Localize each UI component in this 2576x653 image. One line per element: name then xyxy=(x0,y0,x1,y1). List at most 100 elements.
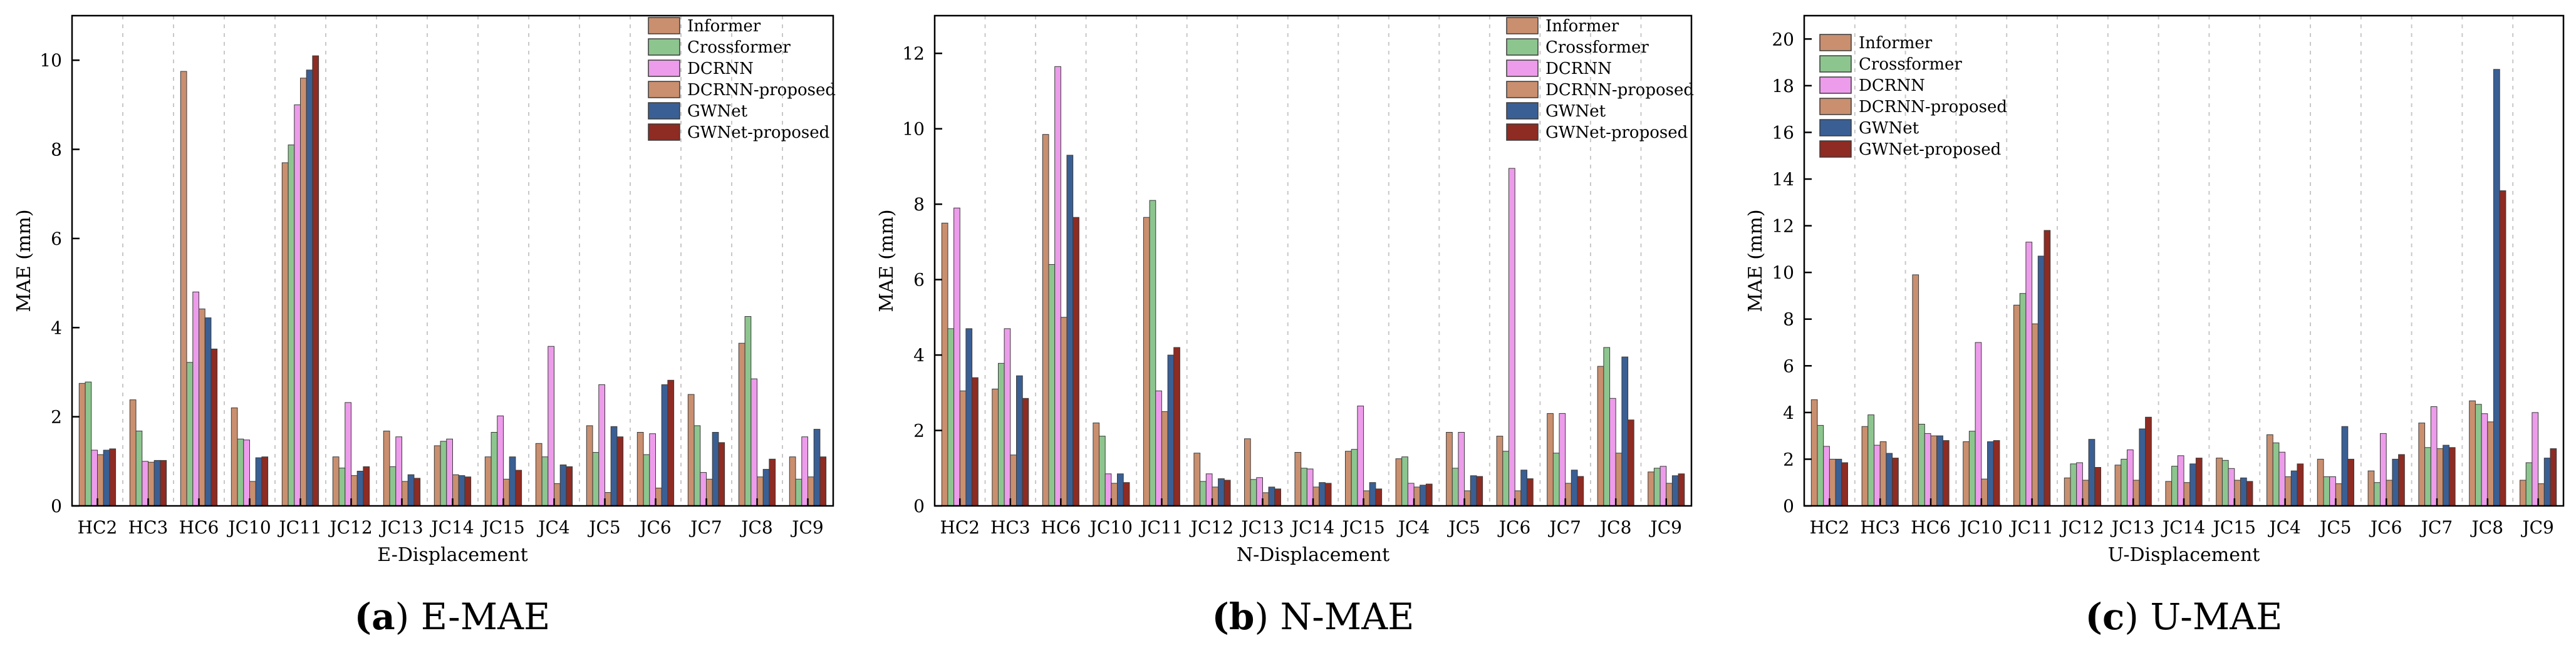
bar-dcrnn-jc12 xyxy=(2076,462,2083,506)
bar-informer-hc6 xyxy=(1042,134,1049,506)
bar-dcrnn-proposed-jc7 xyxy=(2436,448,2444,506)
bar-crossformer-jc4 xyxy=(541,456,549,506)
bar-informer-jc14 xyxy=(434,445,441,506)
bar-dcrnn-jc7 xyxy=(700,472,707,506)
x-tick-label: JC9 xyxy=(790,517,823,538)
x-tick-label: HC3 xyxy=(990,517,1031,538)
subfigure-caption: (b) N-MAE xyxy=(1212,595,1414,638)
bar-gwnet-jc11 xyxy=(2037,255,2045,506)
bar-dcrnn-jc15 xyxy=(2228,468,2235,506)
bar-gwnet-hc6 xyxy=(1066,155,1074,506)
bar-gwnet-proposed-jc12 xyxy=(1223,480,1231,506)
bar-gwnet-proposed-jc9 xyxy=(2550,448,2557,506)
bar-gwnet-proposed-jc15 xyxy=(2246,481,2253,506)
legend-swatch-dcrnn-proposed xyxy=(1506,81,1539,98)
legend-label-gwnet: GWNet xyxy=(1859,119,1919,138)
x-tick-label: JC7 xyxy=(688,517,722,538)
x-tick-label: HC3 xyxy=(128,517,169,538)
bar-crossformer-hc6 xyxy=(186,362,194,506)
bar-crossformer-jc7 xyxy=(2424,447,2431,506)
bar-dcrnn-proposed-jc11 xyxy=(1161,411,1168,506)
bar-dcrnn-jc4 xyxy=(1407,483,1415,506)
bar-gwnet-proposed-jc13 xyxy=(413,478,421,506)
bar-dcrnn-proposed-hc2 xyxy=(1829,458,1836,506)
bar-gwnet-hc3 xyxy=(1886,453,1893,506)
legend-swatch-dcrnn xyxy=(1819,76,1852,94)
x-tick-label: JC12 xyxy=(1189,517,1233,538)
bar-informer-jc7 xyxy=(1547,413,1554,506)
bar-informer-jc12 xyxy=(332,456,340,506)
bar-dcrnn-jc9 xyxy=(801,436,809,506)
chart-panel-3: 0 2 4 6 8 10 12 14 16 18 20 HC2 HC3 HC6 JC10 JC11 JC12 JC… xyxy=(1745,14,2565,638)
bar-gwnet-jc4 xyxy=(1420,485,1426,506)
y-tick-label: 8 xyxy=(1783,309,1794,330)
x-tick-label: JC7 xyxy=(2419,517,2453,538)
bar-dcrnn-jc14 xyxy=(446,438,453,506)
x-tick-label: HC6 xyxy=(1041,517,1081,538)
bar-gwnet-proposed-jc5 xyxy=(1476,476,1483,506)
legend-label-gwnet-proposed: GWNet-proposed xyxy=(1859,140,2001,159)
bar-gwnet-proposed-jc15 xyxy=(515,470,522,506)
x-tick-label: JC10 xyxy=(226,517,271,538)
bar-dcrnn-jc6 xyxy=(649,433,657,506)
bar-dcrnn-hc3 xyxy=(1874,445,1881,506)
bar-gwnet-proposed-jc8 xyxy=(1628,419,1634,506)
y-tick-label: 6 xyxy=(51,229,62,249)
bar-gwnet-proposed-jc14 xyxy=(464,476,472,506)
bar-crossformer-hc6 xyxy=(1918,424,1925,506)
bar-dcrnn-proposed-jc8 xyxy=(2487,421,2495,506)
bar-gwnet-proposed-jc13 xyxy=(2145,416,2152,506)
x-tick-label: JC4 xyxy=(1396,517,1430,538)
bar-informer-jc4 xyxy=(2267,434,2273,506)
bar-crossformer-hc3 xyxy=(1867,414,1875,506)
bar-informer-hc3 xyxy=(129,399,137,506)
y-tick-label: 4 xyxy=(51,317,62,338)
bar-dcrnn-proposed-jc11 xyxy=(2032,323,2038,506)
x-tick-label: JC13 xyxy=(378,517,423,538)
bar-gwnet-proposed-jc15 xyxy=(1375,488,1383,506)
bar-crossformer-hc3 xyxy=(135,430,143,506)
bar-dcrnn-jc11 xyxy=(1155,390,1162,506)
x-tick-label: JC7 xyxy=(1547,517,1581,538)
bar-gwnet-proposed-jc14 xyxy=(2195,458,2203,506)
bar-crossformer-hc2 xyxy=(85,381,92,506)
bar-gwnet-proposed-hc2 xyxy=(109,448,117,506)
bar-crossformer-hc3 xyxy=(998,362,1005,506)
bar-gwnet-proposed-jc10 xyxy=(1123,482,1130,506)
bar-gwnet-jc5 xyxy=(2341,426,2349,506)
legend: Informer Crossformer DCRNN DCRNN-proposed GW… xyxy=(1506,17,1694,142)
bar-crossformer-jc5 xyxy=(2323,476,2330,506)
bar-gwnet-proposed-hc3 xyxy=(1022,398,1029,506)
bar-gwnet-jc15 xyxy=(2240,477,2247,506)
bar-gwnet-proposed-jc7 xyxy=(1577,476,1584,506)
x-tick-label: JC10 xyxy=(1958,517,2003,538)
bar-dcrnn-proposed-jc15 xyxy=(2234,480,2241,506)
bar-gwnet-jc6 xyxy=(661,384,668,506)
bar-gwnet-jc8 xyxy=(762,469,770,506)
y-tick-label: 4 xyxy=(1783,403,1794,423)
bar-informer-jc5 xyxy=(2317,458,2324,506)
bar-gwnet-jc8 xyxy=(2493,69,2500,506)
x-tick-label: JC8 xyxy=(2470,517,2503,538)
bar-crossformer-hc6 xyxy=(1048,264,1056,506)
bar-dcrnn-proposed-jc6 xyxy=(655,488,662,506)
bar-dcrnn-proposed-hc2 xyxy=(97,454,104,506)
legend: Informer Crossformer DCRNN DCRNN-proposed GW… xyxy=(1819,34,2007,159)
x-tick-label: JC14 xyxy=(2161,517,2205,538)
bar-gwnet-jc15 xyxy=(1369,482,1376,506)
bar-gwnet-proposed-jc11 xyxy=(312,55,319,506)
bar-dcrnn-proposed-jc14 xyxy=(2183,482,2191,506)
x-tick-label: JC12 xyxy=(328,517,372,538)
bar-informer-jc13 xyxy=(2114,465,2122,506)
bar-gwnet-proposed-jc13 xyxy=(1274,488,1282,506)
caption-text: U-MAE xyxy=(2139,595,2283,638)
bar-crossformer-jc15 xyxy=(1351,449,1358,506)
legend-label-dcrnn-proposed: DCRNN-proposed xyxy=(1545,81,1694,100)
y-axis-label: MAE (mm) xyxy=(876,209,898,312)
legend-swatch-gwnet-proposed xyxy=(1819,140,1852,158)
bar-dcrnn-jc15 xyxy=(497,415,504,506)
bar-informer-jc5 xyxy=(1446,432,1453,506)
bar-dcrnn-jc10 xyxy=(1104,473,1112,506)
bar-gwnet-hc6 xyxy=(204,317,212,506)
bar-dcrnn-proposed-jc10 xyxy=(1111,483,1118,506)
